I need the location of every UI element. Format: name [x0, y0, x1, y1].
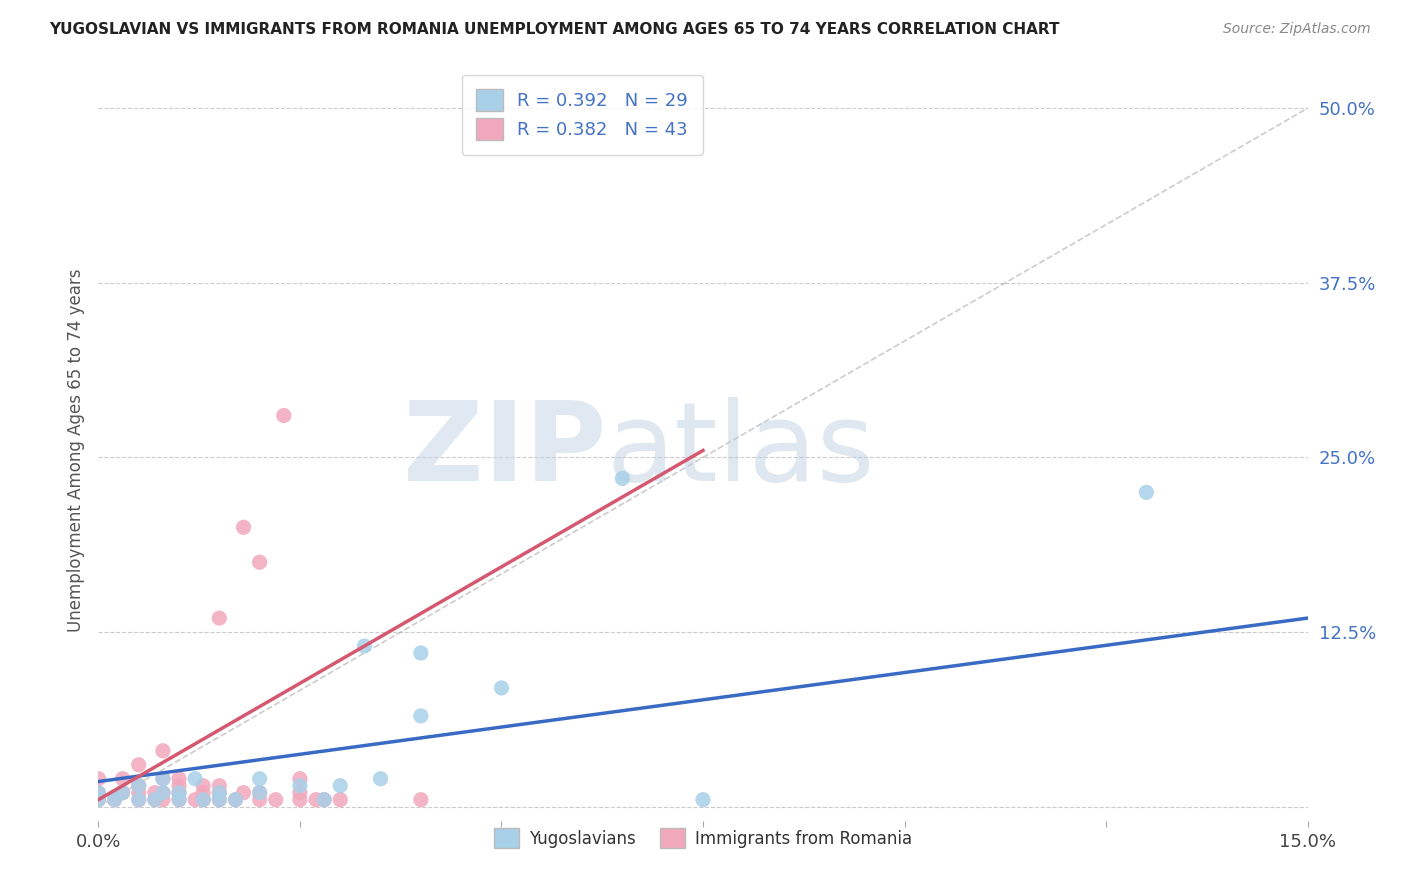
Point: [273, 409, 295, 423]
Point: [208, 793, 231, 807]
Point: [167, 786, 190, 800]
Point: [329, 793, 352, 807]
Point: [370, 772, 392, 786]
Point: [1135, 485, 1157, 500]
Point: [167, 772, 190, 786]
Point: [249, 786, 271, 800]
Point: [208, 786, 231, 800]
Point: [353, 639, 375, 653]
Point: [612, 471, 634, 485]
Point: [167, 779, 190, 793]
Point: [167, 793, 190, 807]
Text: atlas: atlas: [606, 397, 875, 504]
Point: [249, 786, 271, 800]
Point: [305, 793, 328, 807]
Point: [128, 793, 150, 807]
Point: [224, 793, 246, 807]
Point: [167, 793, 190, 807]
Point: [87, 793, 110, 807]
Point: [409, 709, 432, 723]
Legend: Yugoslavians, Immigrants from Romania: Yugoslavians, Immigrants from Romania: [485, 820, 921, 856]
Point: [184, 772, 207, 786]
Point: [232, 520, 254, 534]
Point: [208, 793, 231, 807]
Point: [128, 779, 150, 793]
Point: [103, 793, 125, 807]
Point: [193, 779, 215, 793]
Point: [152, 772, 174, 786]
Point: [128, 757, 150, 772]
Point: [249, 793, 271, 807]
Point: [692, 793, 714, 807]
Y-axis label: Unemployment Among Ages 65 to 74 years: Unemployment Among Ages 65 to 74 years: [66, 268, 84, 632]
Point: [314, 793, 336, 807]
Point: [409, 793, 432, 807]
Point: [329, 779, 352, 793]
Text: Source: ZipAtlas.com: Source: ZipAtlas.com: [1223, 22, 1371, 37]
Point: [314, 793, 336, 807]
Point: [491, 681, 513, 695]
Point: [224, 793, 246, 807]
Point: [87, 786, 110, 800]
Point: [111, 786, 134, 800]
Point: [87, 772, 110, 786]
Point: [87, 793, 110, 807]
Point: [103, 793, 125, 807]
Point: [184, 793, 207, 807]
Point: [249, 555, 271, 569]
Point: [288, 772, 311, 786]
Point: [288, 786, 311, 800]
Point: [193, 786, 215, 800]
Point: [232, 786, 254, 800]
Point: [193, 793, 215, 807]
Point: [249, 772, 271, 786]
Point: [143, 786, 166, 800]
Point: [152, 786, 174, 800]
Point: [152, 744, 174, 758]
Point: [87, 786, 110, 800]
Text: ZIP: ZIP: [404, 397, 606, 504]
Point: [111, 772, 134, 786]
Point: [288, 779, 311, 793]
Point: [152, 793, 174, 807]
Point: [193, 793, 215, 807]
Point: [288, 793, 311, 807]
Point: [208, 611, 231, 625]
Point: [167, 786, 190, 800]
Point: [208, 786, 231, 800]
Point: [409, 646, 432, 660]
Point: [128, 779, 150, 793]
Point: [111, 786, 134, 800]
Point: [128, 793, 150, 807]
Point: [208, 779, 231, 793]
Point: [143, 793, 166, 807]
Text: YUGOSLAVIAN VS IMMIGRANTS FROM ROMANIA UNEMPLOYMENT AMONG AGES 65 TO 74 YEARS CO: YUGOSLAVIAN VS IMMIGRANTS FROM ROMANIA U…: [49, 22, 1060, 37]
Point: [152, 786, 174, 800]
Point: [152, 772, 174, 786]
Point: [128, 786, 150, 800]
Point: [264, 793, 287, 807]
Point: [143, 793, 166, 807]
